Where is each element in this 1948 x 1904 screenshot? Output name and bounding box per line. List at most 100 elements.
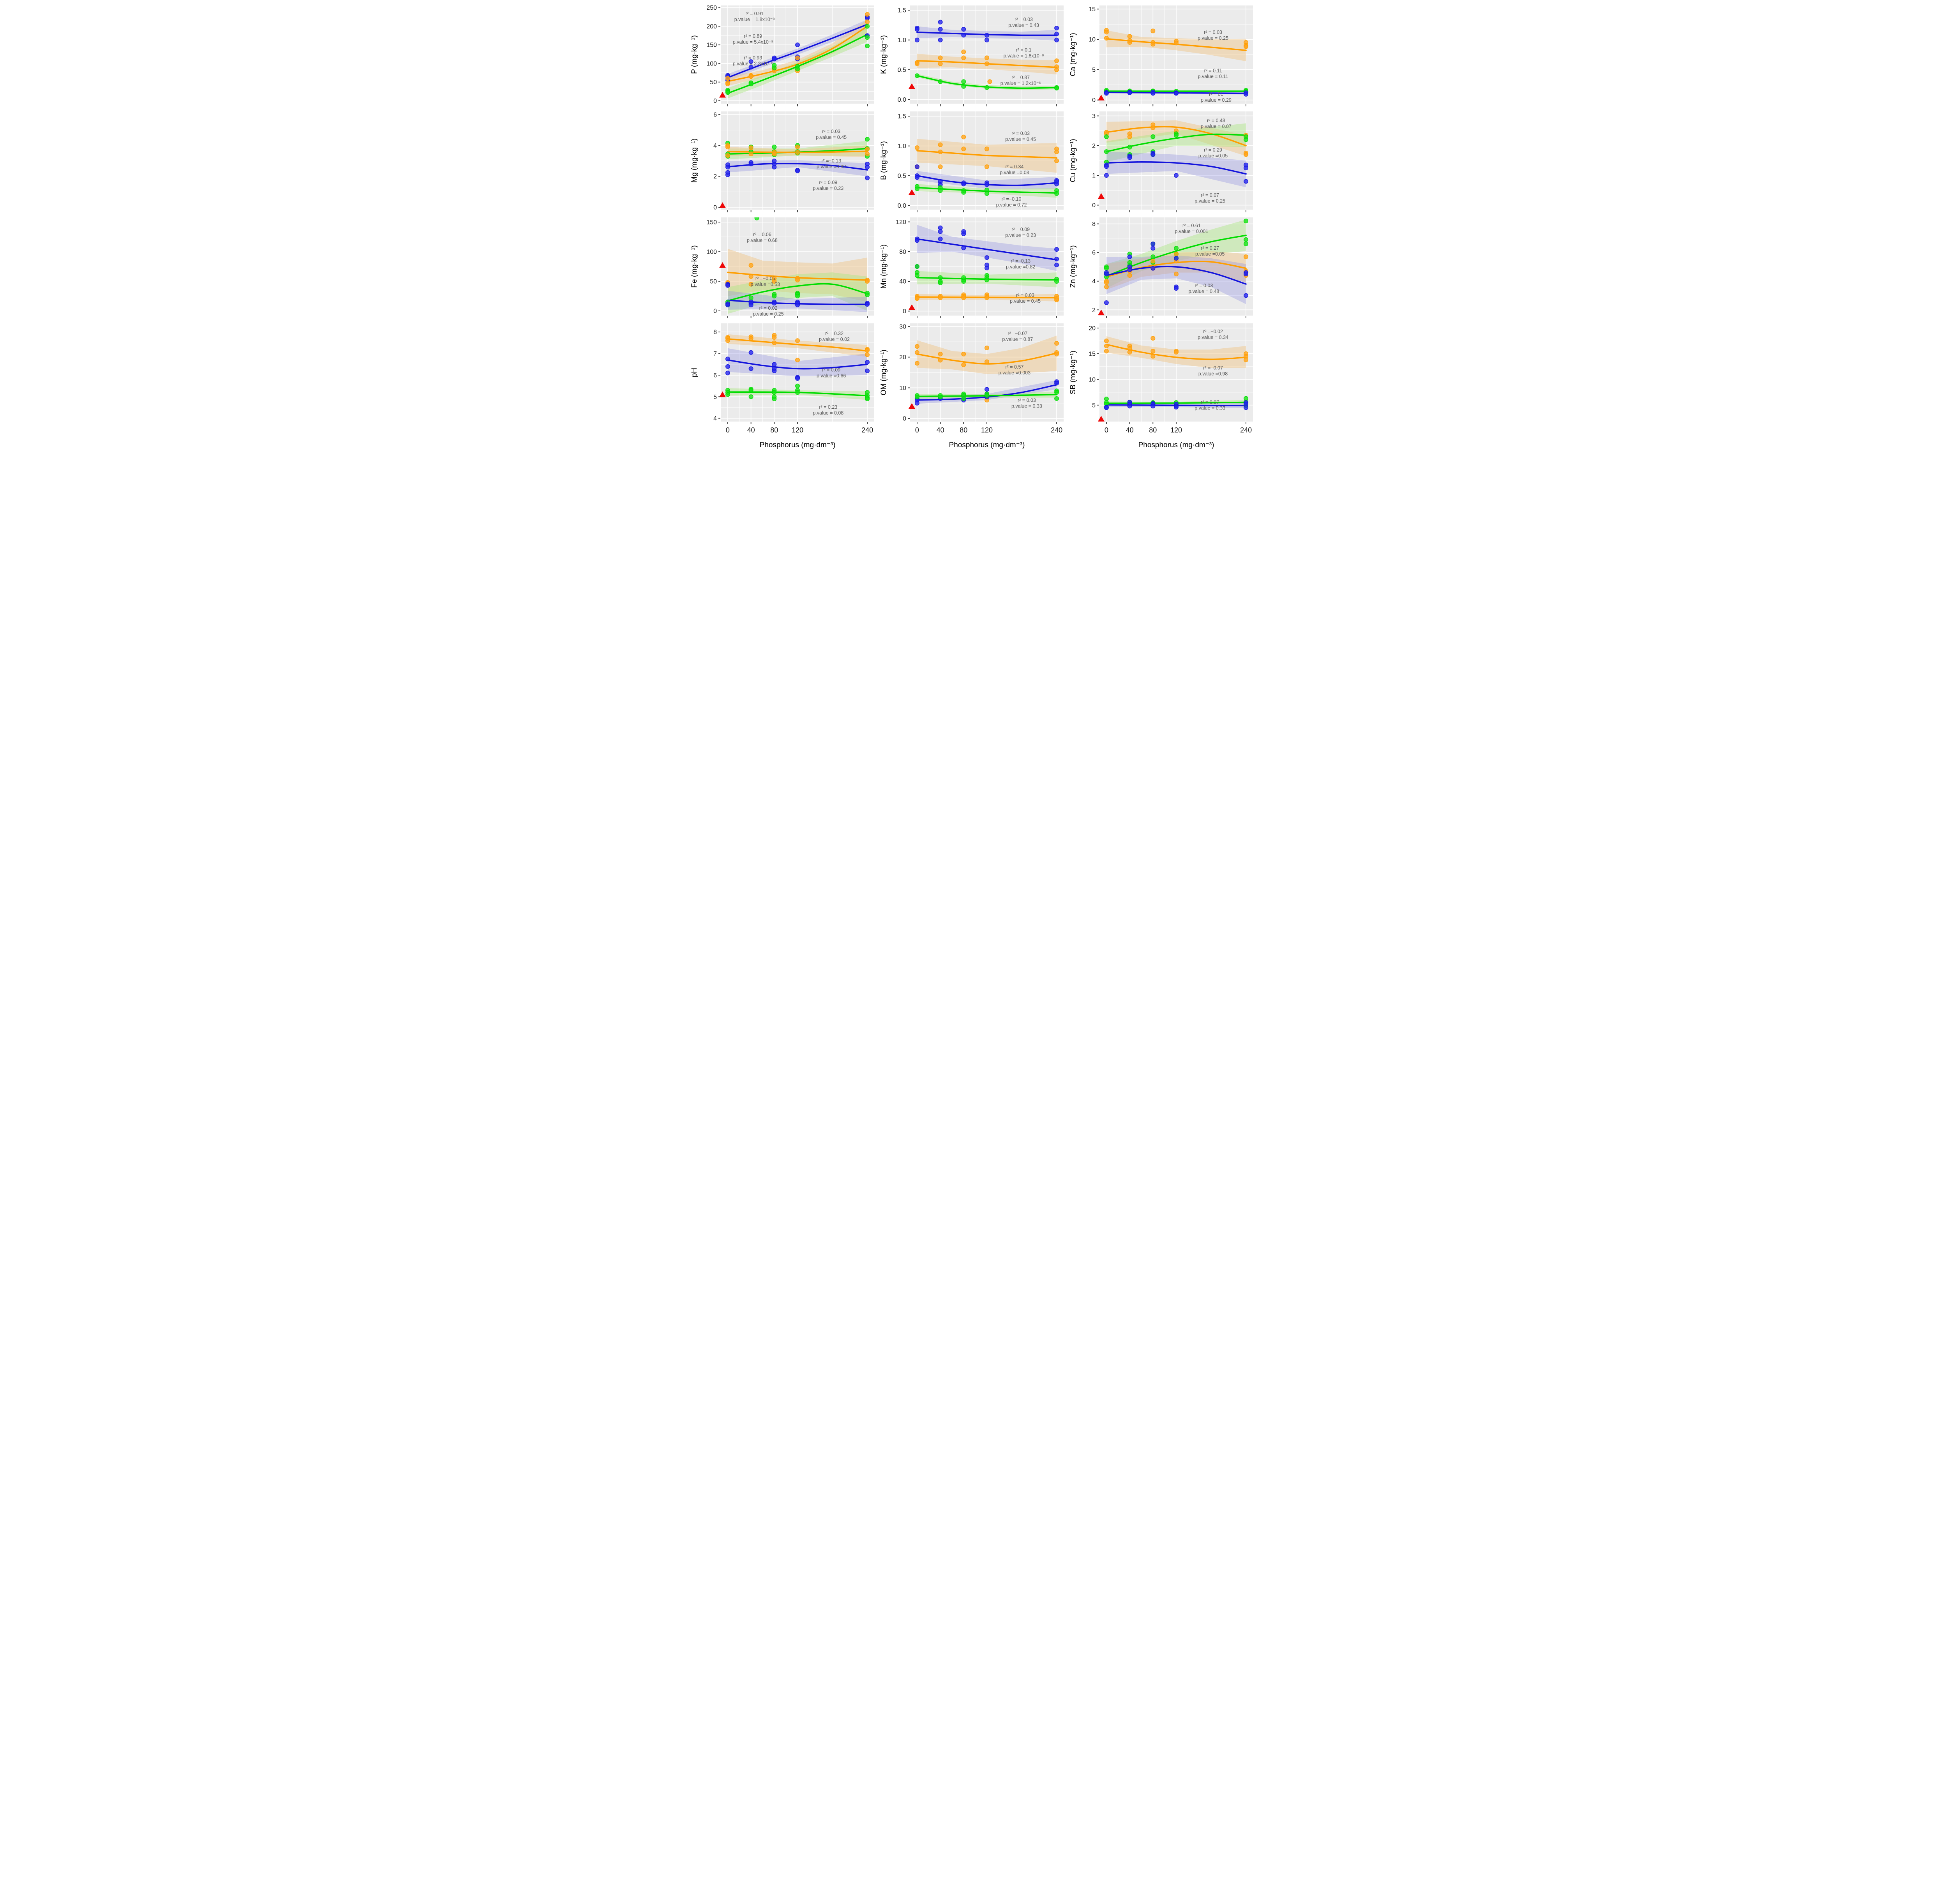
x-tick-label: 240 <box>1240 426 1252 434</box>
orange-point <box>795 150 800 155</box>
panel-cell-B: r² = 0.03 p.value = 0.45 r² = 0.34 p.value … <box>879 108 1068 214</box>
orange-point <box>985 345 990 350</box>
gridlines <box>721 217 874 316</box>
blue-point <box>865 302 870 307</box>
axes: 0 10 20 30 0 40 80 120 240 <box>899 323 1062 434</box>
y-axis-title: Ca (mg·kg⁻¹) <box>1069 33 1077 76</box>
blue-point <box>1054 32 1059 37</box>
orange-point <box>914 344 919 349</box>
gridlines <box>721 5 874 104</box>
blue-point <box>725 364 730 369</box>
y-tick-label: 4 <box>1092 278 1096 285</box>
blue-point <box>938 19 943 25</box>
green-trend-line <box>727 283 868 302</box>
orange-point <box>795 145 800 150</box>
data-points <box>914 134 1059 196</box>
blue-ribbon <box>727 19 868 81</box>
data-points <box>1104 122 1249 184</box>
annotation-r2-1: r² = 0.61 <box>1182 223 1201 228</box>
annotation-r2-2: r² = 0.09 <box>822 367 840 372</box>
green-point <box>938 394 943 399</box>
orange-point <box>985 164 990 169</box>
green-point <box>1127 145 1132 150</box>
y-tick-label: 10 <box>899 385 906 392</box>
y-tick-label: 5 <box>713 394 717 401</box>
blue-point <box>772 301 777 306</box>
orange-point <box>1104 280 1109 285</box>
green-point <box>772 390 777 395</box>
data-points <box>914 225 1059 302</box>
blue-point <box>865 368 870 373</box>
annotation-pvalue-2: p.value =0.98 <box>1198 371 1228 376</box>
orange-point <box>1150 259 1156 264</box>
annotation-r2-3: r² = 0.07 <box>1201 400 1219 405</box>
green-point <box>1244 237 1249 242</box>
annotation-r2-3: r² = 0.03 <box>1016 293 1034 298</box>
annotation-pvalue-3: p.value = 1.2x10⁻⁶ <box>1000 81 1041 86</box>
annotation-pvalue-2: p.value =0.05 <box>1198 153 1228 159</box>
y-tick-label: 20 <box>899 354 906 361</box>
faceted-regression-figure: r² = 0.91 p.value = 1.8x10⁻⁸ r² = 0.89 p.va… <box>690 0 1258 461</box>
orange-point <box>1104 344 1109 349</box>
orange-point <box>985 146 990 152</box>
green-point <box>1054 86 1059 91</box>
orange-point <box>772 340 777 345</box>
orange-point <box>914 61 919 66</box>
annotation-r2-1: r² = 0.03 <box>822 129 840 134</box>
annotation-r2-2: r² =−0.13 <box>821 158 841 164</box>
annotation-r2-2: r² = 0.34 <box>1005 164 1023 169</box>
green-point <box>865 24 870 29</box>
orange-point <box>865 19 870 25</box>
panel-cell-Mn: r² = 0.09 p.value = 0.23 r² =−0.13 p.value … <box>879 214 1068 320</box>
green-point <box>914 186 919 191</box>
annotation-pvalue-1: p.value = 0.001 <box>1175 229 1208 234</box>
blue-point <box>938 229 943 234</box>
annotation-r2-3: r² = 0.03 <box>1018 398 1036 403</box>
x-tick-label: 40 <box>1126 426 1134 434</box>
annotation-r2-1: r² = 0.09 <box>1011 227 1030 232</box>
green-point <box>961 190 966 195</box>
orange-ribbon <box>727 249 868 302</box>
orange-point <box>748 336 753 341</box>
annotation-r2-2: r² =−0.05 <box>755 276 775 281</box>
orange-ribbon <box>1106 30 1246 62</box>
blue-point <box>772 362 777 367</box>
orange-point <box>1104 338 1109 343</box>
green-point <box>938 188 943 193</box>
reference-triangle-icon <box>719 202 726 208</box>
x-tick-label: 0 <box>915 426 919 434</box>
blue-trend-line <box>916 238 1057 261</box>
green-point <box>754 217 759 221</box>
orange-ribbon <box>917 335 1057 374</box>
annotation-r2-2: r² = 0.27 <box>1201 245 1219 251</box>
green-point <box>1244 219 1249 224</box>
y-tick-label: 120 <box>896 219 906 226</box>
y-tick-label: 50 <box>710 278 717 285</box>
reference-triangle-icon <box>908 304 915 310</box>
confidence-ribbons <box>1106 120 1246 187</box>
blue-point <box>1054 247 1059 252</box>
blue-point <box>772 56 777 62</box>
orange-point <box>985 359 990 364</box>
blue-point <box>1127 90 1132 95</box>
blue-point <box>1150 266 1156 271</box>
orange-point <box>748 263 753 268</box>
orange-point <box>1054 149 1059 154</box>
x-axis-title: Phosphorus (mg·dm⁻³) <box>1138 441 1214 449</box>
orange-point <box>725 81 730 86</box>
panel-cell-SB: r² =−0.02 p.value = 0.34 r² =−0.07 p.value … <box>1068 320 1258 457</box>
x-tick-label: 80 <box>770 426 778 434</box>
y-axis-title: Mg (mg·kg⁻¹) <box>690 138 699 182</box>
annotation-pvalue-3: p.value = 0.29 <box>1201 97 1232 103</box>
axes: 2 4 6 8 <box>1092 221 1246 318</box>
y-tick-label: 0 <box>1092 202 1096 209</box>
green-point <box>985 277 990 282</box>
orange-point <box>748 282 753 287</box>
